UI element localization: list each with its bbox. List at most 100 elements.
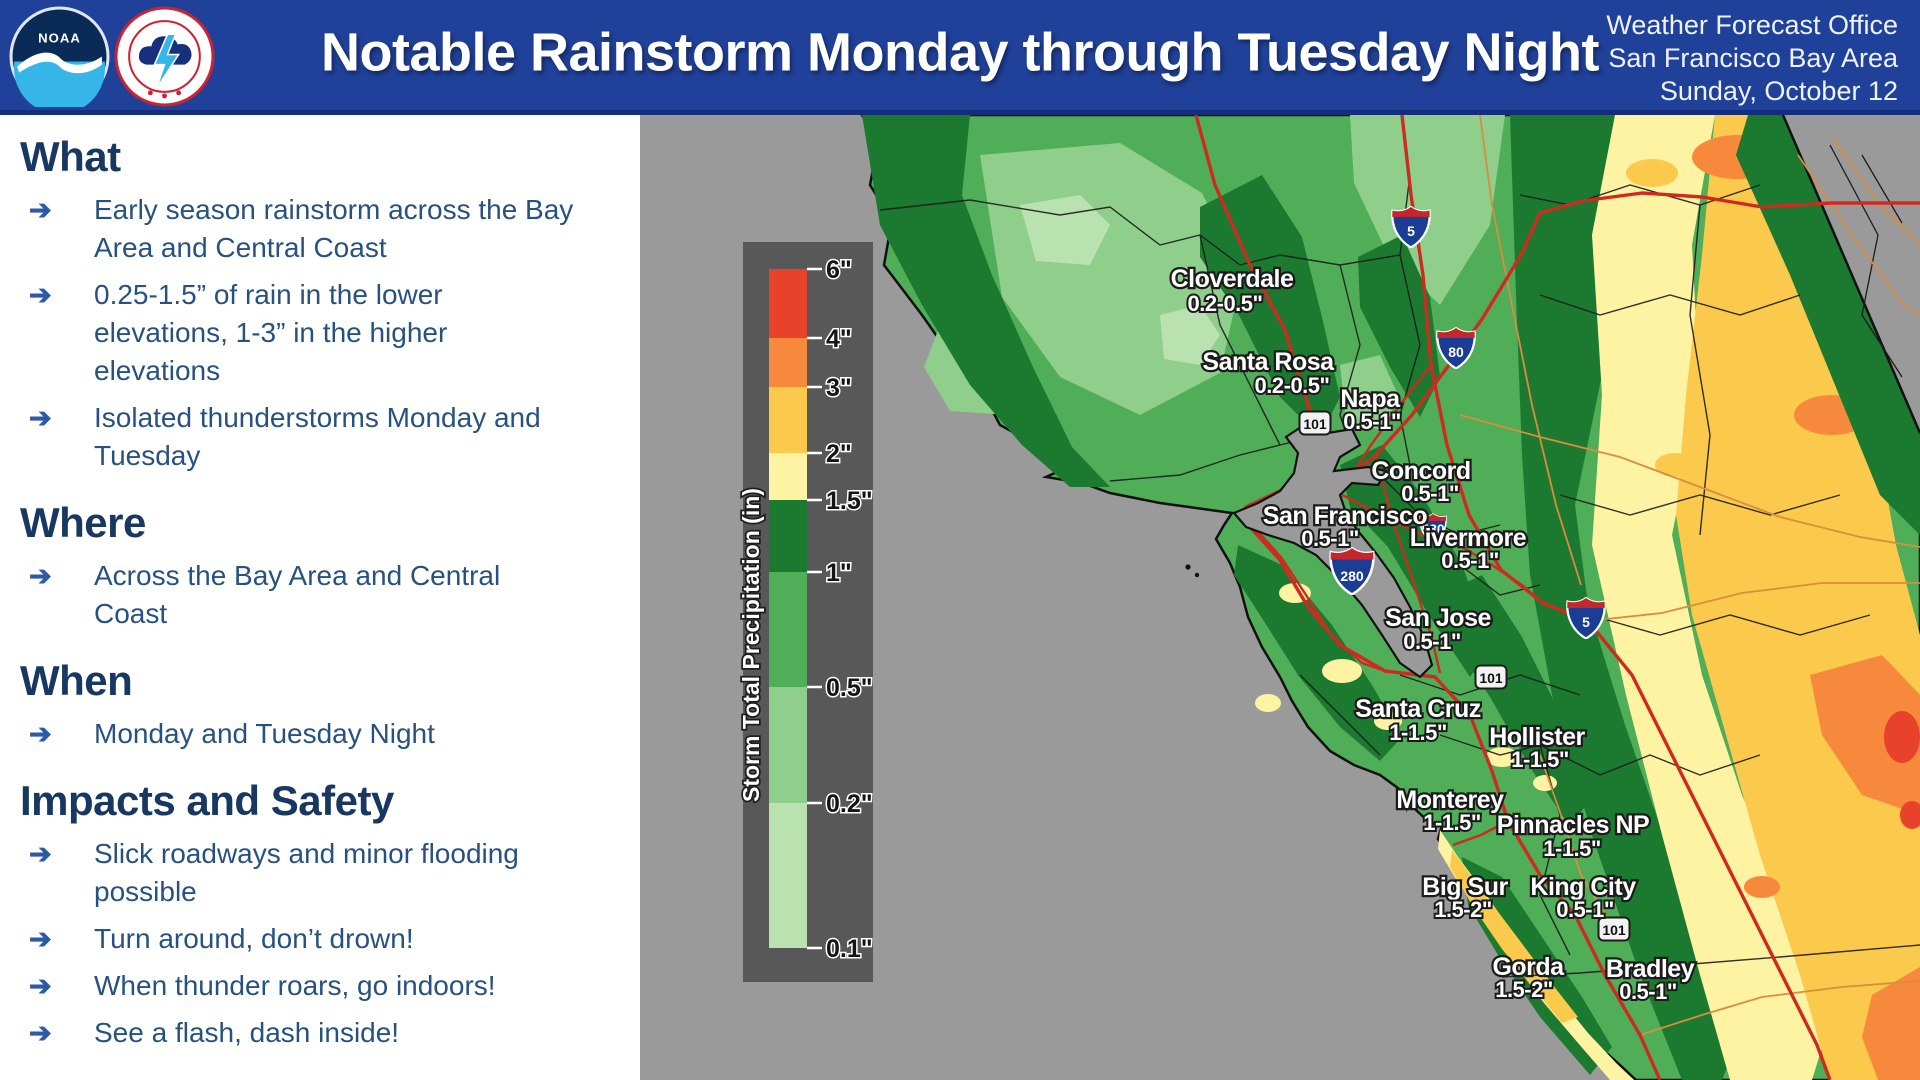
city-label: Santa Rosa — [1202, 348, 1335, 376]
city-label: Bradley — [1606, 955, 1695, 983]
city-value: 1.5-2" — [1434, 897, 1492, 922]
svg-text:101: 101 — [1303, 416, 1327, 432]
route-shield-us101-south: 101 — [1597, 916, 1631, 942]
arrow-bullet-icon: ➔ — [29, 719, 52, 749]
bullet-text: Turn around, don’t drown! — [94, 923, 414, 954]
arrow-bullet-icon: ➔ — [29, 924, 52, 954]
legend-title: Storm Total Precipitation (in) — [738, 488, 764, 802]
city-label: Pinnacles NP — [1497, 811, 1649, 839]
city-value: 0.5-1" — [1556, 897, 1614, 922]
nws-star — [147, 90, 153, 96]
bullet-item: ➔ 0.25-1.5” of rain in the lower elevati… — [20, 276, 580, 390]
legend-swatch — [769, 453, 807, 500]
city-labels: Cloverdale 0.2-0.5" Santa Rosa 0.2-0.5" … — [1168, 263, 1697, 1006]
svg-text:101: 101 — [1602, 922, 1626, 938]
route-shield-i80: 80 — [1436, 327, 1476, 369]
legend-swatch — [769, 269, 807, 338]
precipitation-map: 101 80 5 580 280 5 101 101 Cloverdale 0.… — [640, 115, 1920, 1080]
nws-star — [162, 93, 167, 99]
legend-swatch — [769, 803, 807, 948]
svg-text:80: 80 — [1448, 344, 1464, 360]
bullet-item: ➔ Across the Bay Area and Central Coast — [20, 557, 580, 633]
farallon-island — [1194, 572, 1200, 578]
section-heading: Where — [20, 499, 146, 546]
section-impacts: Impacts and Safety ➔ Slick roadways and … — [20, 777, 622, 1052]
city-label: Cloverdale — [1171, 265, 1294, 293]
bullet-text: Slick roadways and minor flooding possib… — [94, 838, 519, 907]
zone-dark-green — [862, 115, 1752, 1080]
bullet-item: ➔ See a flash, dash inside! — [20, 1014, 580, 1052]
bullet-text: When thunder roars, go indoors! — [94, 970, 496, 1001]
city-value: 0.2-0.5" — [1188, 291, 1263, 316]
svg-text:5: 5 — [1407, 223, 1415, 239]
arrow-bullet-icon: ➔ — [29, 1018, 52, 1048]
legend-tick: 4" — [826, 325, 852, 353]
office-line: San Francisco Bay Area — [1608, 43, 1898, 73]
city-value: 0.5-1" — [1343, 409, 1401, 434]
bullet-item: ➔ When thunder roars, go indoors! — [20, 967, 580, 1005]
city-value: 0.5-1" — [1403, 629, 1461, 654]
legend-swatch — [769, 687, 807, 803]
legend-swatch — [769, 387, 807, 453]
arrow-bullet-icon: ➔ — [29, 561, 52, 591]
city-value: 0.5-1" — [1401, 481, 1459, 506]
route-shield-us101: 101 — [1298, 410, 1332, 436]
legend-tick: 1.5" — [826, 487, 873, 515]
section-heading: When — [20, 657, 133, 704]
bullet-text: Monday and Tuesday Night — [94, 718, 435, 749]
legend-tick: 0.5" — [826, 674, 873, 702]
city-label: Big Sur — [1422, 873, 1508, 901]
section-when: When ➔ Monday and Tuesday Night — [20, 657, 622, 753]
arrow-bullet-icon: ➔ — [29, 280, 52, 310]
city-value: 1-1.5" — [1543, 836, 1601, 861]
legend-panel — [743, 242, 873, 982]
city-value: 1-1.5" — [1511, 747, 1569, 772]
arrow-bullet-icon: ➔ — [29, 971, 52, 1001]
legend-tick: 6" — [826, 256, 852, 284]
route-shield-i280: 280 — [1329, 547, 1375, 594]
bullet-text: 0.25-1.5” of rain in the lower elevation… — [94, 279, 448, 386]
city-value: 0.5-1" — [1441, 548, 1499, 573]
arrow-bullet-icon: ➔ — [29, 839, 52, 869]
route-shield-i5-north: 5 — [1391, 206, 1431, 248]
route-shield-i580: 580 — [1419, 513, 1447, 542]
city-label: King City — [1530, 873, 1636, 901]
city-value: 0.5-1" — [1619, 979, 1677, 1004]
legend-tick: 0.2" — [826, 790, 873, 818]
city-label: Gorda — [1492, 953, 1565, 981]
briefing-text-panel: What ➔ Early season rainstorm across the… — [0, 115, 640, 1080]
office-block: Weather Forecast Office San Francisco Ba… — [1606, 9, 1898, 108]
legend-tick-marks — [807, 267, 822, 950]
bullet-item: ➔ Isolated thunderstorms Monday and Tues… — [20, 399, 580, 475]
svg-text:101: 101 — [1479, 670, 1503, 686]
county-boundaries — [879, 174, 1920, 978]
noaa-seagull-icon — [17, 52, 102, 74]
legend-tick: 0.1" — [826, 935, 873, 963]
bullet-text: Across the Bay Area and Central Coast — [94, 560, 501, 629]
city-label: San Francisco — [1263, 502, 1428, 530]
city-value: 1-1.5" — [1389, 720, 1447, 745]
legend: 6" 4" 3" 2" 1.5" 1" 0.5" 0.2" 0.1" Storm… — [736, 242, 874, 982]
page-title: Notable Rainstorm Monday through Tuesday… — [320, 22, 1600, 83]
city-value: 1-1.5" — [1423, 810, 1481, 835]
section-heading: What — [20, 133, 121, 180]
minor-roads — [1459, 115, 1920, 1036]
bullet-item: ➔ Slick roadways and minor flooding poss… — [20, 835, 580, 911]
arrow-bullet-icon: ➔ — [29, 195, 52, 225]
city-label: San Jose — [1385, 604, 1491, 632]
legend-swatch — [769, 500, 807, 572]
nws-star — [176, 90, 182, 96]
bullet-text: Early season rainstorm across the Bay Ar… — [94, 194, 574, 263]
svg-text:5: 5 — [1582, 614, 1590, 630]
noaa-logo-icon: NOAA — [9, 6, 110, 107]
zone-dark-green-border — [1736, 115, 1920, 535]
farallon-island — [1185, 564, 1191, 570]
arrow-bullet-icon: ➔ — [29, 403, 52, 433]
noaa-logo-text: NOAA — [38, 30, 81, 45]
noaa-logo-sea — [14, 61, 105, 107]
bullet-item: ➔ Early season rainstorm across the Bay … — [20, 191, 580, 267]
nws-lightning-icon — [153, 33, 181, 90]
nws-logo-icon — [114, 6, 215, 107]
nevada-region — [1781, 115, 1920, 434]
